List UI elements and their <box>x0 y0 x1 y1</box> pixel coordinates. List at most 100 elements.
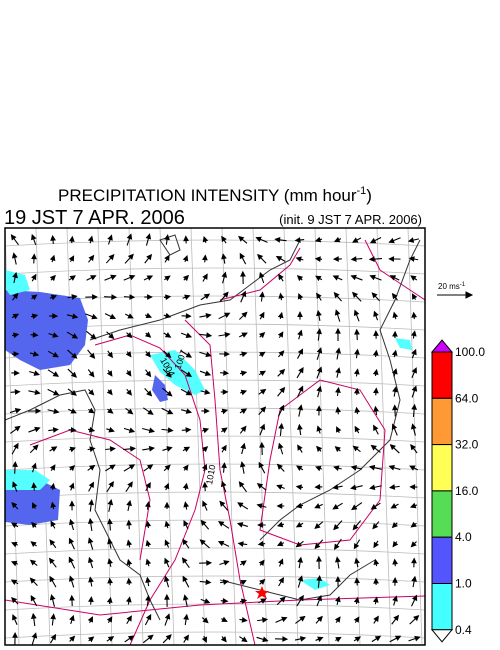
wind-head <box>316 366 323 373</box>
wind-head <box>409 502 417 509</box>
wind-head <box>32 332 39 338</box>
wind-head <box>236 522 244 528</box>
wind-head <box>258 461 264 469</box>
wind-head <box>10 579 18 585</box>
wind-head <box>12 332 20 339</box>
wind-head <box>335 575 341 582</box>
wind-head <box>279 368 286 375</box>
wind-head <box>88 371 95 378</box>
colorbar-segment <box>431 583 453 631</box>
wind-head <box>408 256 415 262</box>
wind-head <box>316 385 322 393</box>
wind-head <box>389 444 396 451</box>
wind-head <box>127 408 134 415</box>
wind-head <box>52 351 59 358</box>
wind-head <box>87 537 94 544</box>
wind-head <box>145 613 152 621</box>
colorbar-segment <box>431 490 453 538</box>
wind-head <box>52 313 59 319</box>
map-frame <box>4 227 426 646</box>
wind-head <box>277 442 284 449</box>
parallel <box>5 407 425 415</box>
wind-head <box>333 524 340 531</box>
wind-head <box>14 408 22 414</box>
wind-head <box>144 331 152 338</box>
wind-head <box>14 389 21 395</box>
wind-head <box>32 444 39 451</box>
wind-head <box>258 332 266 339</box>
wind-head <box>240 560 247 566</box>
wind-head <box>145 312 153 319</box>
wind-head <box>165 351 172 358</box>
wind-head <box>68 537 75 545</box>
wind-head <box>353 616 360 623</box>
wind-head <box>256 503 263 509</box>
wind-head <box>204 370 212 376</box>
wind-head <box>71 333 79 339</box>
wind-head <box>352 445 359 452</box>
wind-head <box>203 293 211 300</box>
wind-head <box>373 405 379 412</box>
wind-head <box>260 598 267 604</box>
wind-head <box>202 235 209 243</box>
wind-head <box>146 253 153 261</box>
wind-head <box>388 237 395 244</box>
wind-head <box>223 370 230 376</box>
wind-head <box>87 636 95 643</box>
wind-head <box>390 503 397 509</box>
wind-head <box>147 409 154 415</box>
wind-head <box>49 594 56 601</box>
wind-head <box>126 389 133 396</box>
wind-head <box>276 521 284 528</box>
wind-head <box>274 237 281 243</box>
wind-head <box>166 446 173 452</box>
wind-head <box>205 312 212 319</box>
wind-head <box>278 404 285 412</box>
title-end: ) <box>366 186 372 205</box>
wind-head <box>69 446 77 453</box>
wind-head <box>11 252 18 259</box>
wind-head <box>202 500 208 507</box>
wind-head <box>373 387 379 394</box>
parallel <box>5 379 425 387</box>
wind-head <box>392 330 398 337</box>
wind-head <box>260 406 267 413</box>
colorbar-segment <box>431 351 453 399</box>
wind-head <box>369 237 377 244</box>
wind-head <box>314 503 321 509</box>
wind-head <box>316 574 323 582</box>
lat-lon-grid <box>5 228 425 645</box>
wind-head <box>185 332 193 338</box>
wind-head <box>332 275 340 281</box>
wind-head <box>241 351 248 358</box>
wind-head <box>392 386 398 393</box>
wind-head <box>353 368 360 375</box>
wind-head <box>217 540 225 547</box>
wind-head <box>89 446 96 453</box>
wind-ref-sup: -1 <box>460 282 466 288</box>
wind-head <box>145 351 151 358</box>
wind-head <box>68 255 75 262</box>
wind-head <box>315 465 322 472</box>
wind-head <box>278 422 285 429</box>
wind-head <box>164 613 171 620</box>
wind-head <box>368 256 375 262</box>
wind-head <box>354 387 360 394</box>
wind-head <box>238 235 245 242</box>
wind-head <box>391 349 398 356</box>
wind-head <box>182 254 189 262</box>
wind-head <box>49 482 56 489</box>
wind-head <box>13 351 20 357</box>
wind-head <box>276 503 283 509</box>
wind-head <box>259 423 266 431</box>
wind-head <box>350 274 357 281</box>
wind-head <box>164 501 170 508</box>
wind-head <box>414 635 421 642</box>
wind-head <box>388 256 395 262</box>
wind-head <box>185 390 193 396</box>
wind-head <box>69 614 75 622</box>
colorbar-segment <box>431 397 453 446</box>
wind-head <box>220 636 227 643</box>
wind-head <box>335 347 342 354</box>
wind-head <box>277 311 284 319</box>
